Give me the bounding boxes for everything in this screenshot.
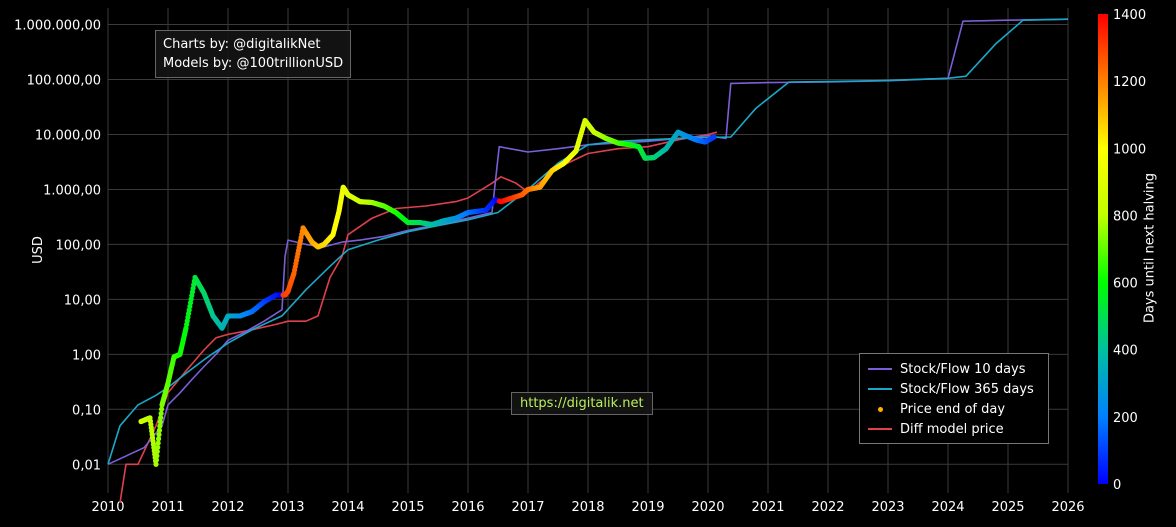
legend-swatch-sf10 [868,368,892,370]
y-tick-label: 1.000,00 [43,183,101,198]
colorbar-tick-label: 400 [1113,344,1138,359]
legend-swatch-diff [868,428,892,430]
legend-item-sf10[interactable]: Stock/Flow 10 days [860,359,1048,379]
legend-label-diff: Diff model price [900,421,1004,437]
price-point [155,440,161,446]
y-tick-label: 0,10 [72,403,101,418]
x-tick-label: 2023 [871,500,904,515]
price-point [158,410,164,417]
x-tick-label: 2025 [991,500,1024,515]
colorbar-tick-label: 1400 [1113,8,1146,23]
price-point [155,436,162,442]
price-point [154,453,160,459]
y-tick-label: 100,00 [56,238,102,253]
x-tick-label: 2015 [391,500,424,515]
x-tick-label: 2022 [811,500,844,515]
x-axis-ticks: 2010 2011 2012 2013 2014 2015 2016 2017 2018 2019… [91,500,1084,515]
y-axis-ticks: 1.000.000,00 100.000,00 10.000,00 1.000,00 1… [14,19,101,474]
x-tick-label: 2016 [451,500,484,515]
price-point [153,457,160,463]
x-tick-label: 2026 [1051,500,1084,515]
credits-box: Charts by: @digitalikNet Models by: @100… [155,30,352,78]
price-point [157,423,163,429]
legend-label-sf10: Stock/Flow 10 days [900,361,1026,377]
x-tick-label: 2014 [331,500,364,515]
y-tick-label: 10,00 [64,293,101,308]
x-tick-label: 2012 [211,500,244,515]
x-tick-label: 2019 [631,500,664,515]
price-point [156,427,163,433]
website-url[interactable]: https://digitalik.net [511,392,653,415]
credits-charts: Charts by: @digitalikNet [163,37,321,52]
credits-models: Models by: @100trillionUSD [163,56,344,71]
legend: Stock/Flow 10 days Stock/Flow 365 days P… [859,353,1049,444]
price-point [155,444,161,450]
chart-series [107,18,1069,503]
y-tick-label: 1,00 [72,348,101,363]
x-tick-label: 2021 [751,500,784,515]
price-point [153,461,159,467]
price-point [711,134,717,140]
colorbar: 0 200 400 600 800 1000 1200 1400 [1098,8,1146,493]
colorbar-tick-label: 0 [1113,478,1121,493]
y-axis-label: USD [31,236,46,264]
colorbar-title: Days until next halving [1142,172,1158,324]
series-sf365 [107,18,1069,465]
legend-item-diff[interactable]: Diff model price [860,419,1048,439]
legend-swatch-price [868,406,892,412]
series-diff-model [119,131,718,503]
y-tick-label: 100.000,00 [27,74,101,89]
colorbar-tick-label: 200 [1113,411,1138,426]
y-tick-label: 1.000.000,00 [14,19,101,34]
legend-swatch-sf365 [868,388,892,390]
x-tick-label: 2013 [271,500,304,515]
legend-label-price: Price end of day [900,401,1006,417]
colorbar-tick-label: 800 [1113,209,1138,224]
price-point [157,419,163,425]
y-tick-label: 0,01 [72,458,101,473]
price-point [158,415,164,421]
price-point [154,448,160,455]
x-tick-label: 2010 [91,500,124,515]
x-tick-label: 2024 [931,500,964,515]
colorbar-tick-label: 1200 [1113,75,1146,90]
legend-label-sf365: Stock/Flow 365 days [900,381,1034,397]
legend-item-price[interactable]: Price end of day [860,399,1048,419]
x-tick-label: 2020 [691,500,724,515]
x-tick-label: 2018 [571,500,604,515]
x-tick-label: 2011 [151,500,184,515]
colorbar-gradient [1098,14,1108,484]
x-tick-label: 2017 [511,500,544,515]
legend-item-sf365[interactable]: Stock/Flow 365 days [860,379,1048,399]
price-point [158,406,165,412]
colorbar-tick-label: 600 [1113,277,1138,292]
price-point [156,432,162,438]
y-tick-label: 10.000,00 [35,128,101,143]
colorbar-tick-label: 1000 [1113,142,1146,157]
